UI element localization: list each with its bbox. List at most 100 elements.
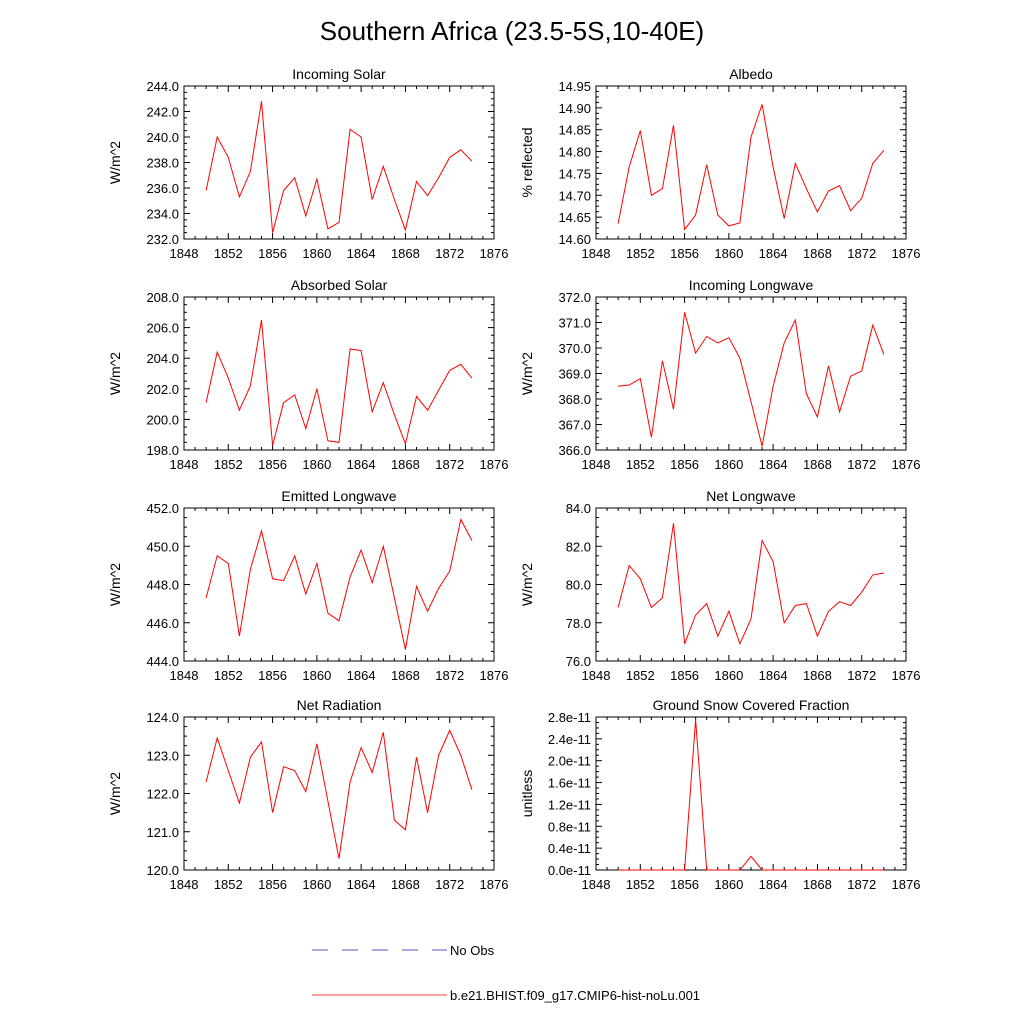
y-tick-label: 2.0e-11 — [548, 754, 591, 769]
y-tick-label: 232.0 — [146, 232, 179, 247]
panel-title: Emitted Longwave — [281, 488, 396, 504]
x-tick-label: 1852 — [214, 457, 243, 472]
y-tick-label: 1.6e-11 — [548, 776, 591, 791]
x-tick-label: 1868 — [803, 246, 832, 261]
y-tick-label: 14.65 — [558, 210, 591, 225]
x-tick-label: 1876 — [892, 668, 921, 683]
plot-frame — [595, 296, 907, 451]
y-tick-label: 14.70 — [558, 188, 591, 203]
x-tick-label: 1864 — [347, 877, 376, 892]
panel-net-radiation: Net Radiation W/m^2 1848 1852 1856 1860 1864 18… — [107, 697, 508, 892]
x-tick-label: 1860 — [714, 457, 743, 472]
y-tick-label: 200.0 — [146, 412, 179, 427]
y-tick-label: 202.0 — [146, 382, 179, 397]
x-tick-label: 1872 — [435, 246, 464, 261]
x-tick-label: 1848 — [170, 246, 199, 261]
x-tick-label: 1860 — [302, 877, 331, 892]
y-tick-label: 448.0 — [146, 578, 179, 593]
x-tick-label: 1856 — [670, 668, 699, 683]
x-tick-label: 1852 — [626, 457, 655, 472]
panel-title: Ground Snow Covered Fraction — [653, 697, 850, 713]
y-tick-label: 122.0 — [146, 787, 179, 802]
x-tick-label: 1860 — [714, 668, 743, 683]
x-tick-label: 1876 — [480, 457, 509, 472]
x-tick-label: 1856 — [258, 246, 287, 261]
series-line-albedo — [617, 104, 885, 231]
x-tick-label: 1856 — [670, 877, 699, 892]
y-tick-label: 368.0 — [558, 392, 591, 407]
x-tick-label: 1852 — [626, 877, 655, 892]
x-tick-label: 1852 — [626, 668, 655, 683]
x-tick-label: 1852 — [214, 877, 243, 892]
y-tick-label: 78.0 — [566, 616, 591, 631]
y-axis-label: W/m^2 — [107, 141, 123, 184]
y-tick-label: 446.0 — [146, 616, 179, 631]
y-tick-label: 204.0 — [146, 351, 179, 366]
panel-emitted-longwave: Emitted Longwave W/m^2 1848 1852 1856 1860 186… — [107, 488, 508, 683]
x-tick-label: 1864 — [347, 246, 376, 261]
x-tick-label: 1848 — [170, 457, 199, 472]
x-tick-label: 1864 — [759, 457, 788, 472]
y-tick-label: 240.0 — [146, 130, 179, 145]
x-tick-label: 1860 — [302, 457, 331, 472]
x-tick-label: 1864 — [759, 877, 788, 892]
x-tick-label: 1856 — [258, 668, 287, 683]
x-tick-label: 1852 — [214, 246, 243, 261]
y-tick-label: 371.0 — [558, 316, 591, 331]
x-tick-label: 1848 — [582, 877, 611, 892]
y-tick-label: 198.0 — [146, 443, 179, 458]
y-tick-label: 124.0 — [146, 710, 179, 725]
x-tick-label: 1868 — [391, 877, 420, 892]
y-axis-label: W/m^2 — [107, 772, 123, 815]
x-tick-label: 1852 — [214, 668, 243, 683]
x-tick-label: 1868 — [391, 457, 420, 472]
y-tick-label: 369.0 — [558, 367, 591, 382]
series-line-net-longwave — [617, 523, 884, 646]
y-tick-label: 450.0 — [146, 539, 179, 554]
y-tick-label: 1.2e-11 — [548, 797, 591, 812]
series-line-net-radiation — [205, 729, 473, 859]
panels-group: Incoming Solar W/m^2 1848 1852 1856 1860 1864 1… — [107, 66, 920, 892]
y-tick-label: 444.0 — [146, 654, 179, 669]
legend: No Obs b.e21.BHIST.f09_g17.CMIP6-hist-no… — [312, 943, 700, 1003]
panel-incoming-solar: Incoming Solar W/m^2 1848 1852 1856 1860 1864 1… — [107, 66, 508, 261]
y-tick-label: 2.8e-11 — [548, 710, 591, 725]
panel-net-longwave: Net Longwave W/m^2 1848 1852 1856 1860 1864 186… — [519, 488, 920, 683]
y-axis-label: W/m^2 — [519, 352, 535, 395]
y-tick-label: 0.0e-11 — [548, 863, 591, 878]
panel-incoming-longwave: Incoming Longwave W/m^2 1848 1852 1856 1860 18… — [519, 277, 920, 472]
x-tick-label: 1848 — [582, 246, 611, 261]
y-tick-label: 14.90 — [558, 101, 591, 116]
series-line-incoming-longwave — [618, 312, 885, 447]
y-tick-label: 121.0 — [146, 825, 179, 840]
legend-obs-label: No Obs — [450, 943, 495, 958]
x-tick-label: 1856 — [258, 457, 287, 472]
x-tick-label: 1848 — [582, 668, 611, 683]
y-tick-label: 370.0 — [558, 341, 591, 356]
y-tick-label: 244.0 — [146, 79, 179, 94]
panel-title: Incoming Longwave — [689, 277, 814, 293]
y-tick-label: 242.0 — [146, 105, 179, 120]
panel-title: Albedo — [729, 66, 773, 82]
y-tick-label: 2.4e-11 — [548, 732, 591, 747]
y-tick-label: 366.0 — [558, 443, 591, 458]
x-tick-label: 1860 — [714, 246, 743, 261]
y-tick-label: 123.0 — [146, 748, 179, 763]
series-line-emitted-longwave — [205, 518, 473, 650]
y-tick-label: 238.0 — [146, 156, 179, 171]
y-tick-label: 14.85 — [558, 123, 591, 138]
y-tick-label: 76.0 — [566, 654, 591, 669]
x-tick-label: 1876 — [892, 246, 921, 261]
figure-title: Southern Africa (23.5-5S,10-40E) — [320, 16, 704, 46]
plot-frame — [595, 85, 907, 240]
panel-title: Absorbed Solar — [291, 277, 388, 293]
x-tick-label: 1872 — [847, 668, 876, 683]
y-axis-label: W/m^2 — [107, 352, 123, 395]
panel-title: Net Radiation — [297, 697, 382, 713]
y-tick-label: 208.0 — [146, 290, 179, 305]
x-tick-label: 1872 — [847, 457, 876, 472]
x-tick-label: 1848 — [582, 457, 611, 472]
y-axis-label: W/m^2 — [107, 563, 123, 606]
panel-title: Net Longwave — [706, 488, 796, 504]
